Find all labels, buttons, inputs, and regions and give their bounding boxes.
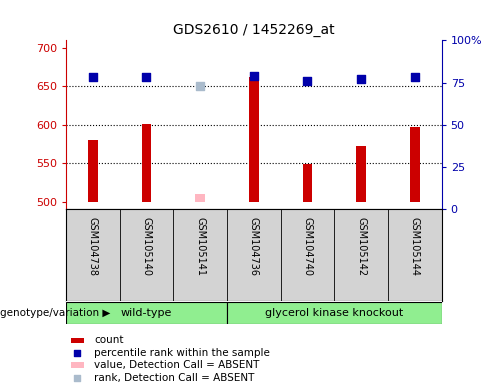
Point [411, 74, 419, 81]
Bar [227, 302, 442, 324]
Text: GSM105142: GSM105142 [356, 217, 366, 276]
Point [304, 78, 311, 84]
Point [73, 350, 81, 356]
Point [196, 83, 204, 89]
Point [89, 74, 97, 81]
Text: GSM104740: GSM104740 [303, 217, 312, 276]
Text: percentile rank within the sample: percentile rank within the sample [94, 348, 270, 358]
Text: GSM105144: GSM105144 [410, 217, 420, 276]
Bar [71, 362, 84, 368]
Point [73, 375, 81, 381]
Text: GSM104736: GSM104736 [249, 217, 259, 276]
Bar [303, 164, 312, 202]
Bar [142, 124, 151, 202]
Bar [66, 302, 227, 324]
Text: genotype/variation ▶: genotype/variation ▶ [0, 308, 110, 318]
Text: GSM105141: GSM105141 [195, 217, 205, 276]
Text: GSM104738: GSM104738 [88, 217, 98, 276]
Bar [356, 146, 366, 202]
Bar [249, 77, 259, 202]
Text: glycerol kinase knockout: glycerol kinase knockout [265, 308, 404, 318]
Point [357, 76, 365, 82]
Text: wild-type: wild-type [121, 308, 172, 318]
Point [142, 74, 150, 81]
Bar [71, 338, 84, 343]
Text: GSM105140: GSM105140 [142, 217, 151, 276]
Text: count: count [94, 335, 123, 345]
Title: GDS2610 / 1452269_at: GDS2610 / 1452269_at [173, 23, 335, 36]
Point [250, 73, 258, 79]
Text: value, Detection Call = ABSENT: value, Detection Call = ABSENT [94, 360, 260, 370]
Bar [410, 127, 420, 202]
Bar [88, 140, 98, 202]
Bar [195, 194, 205, 202]
Text: rank, Detection Call = ABSENT: rank, Detection Call = ABSENT [94, 373, 254, 383]
